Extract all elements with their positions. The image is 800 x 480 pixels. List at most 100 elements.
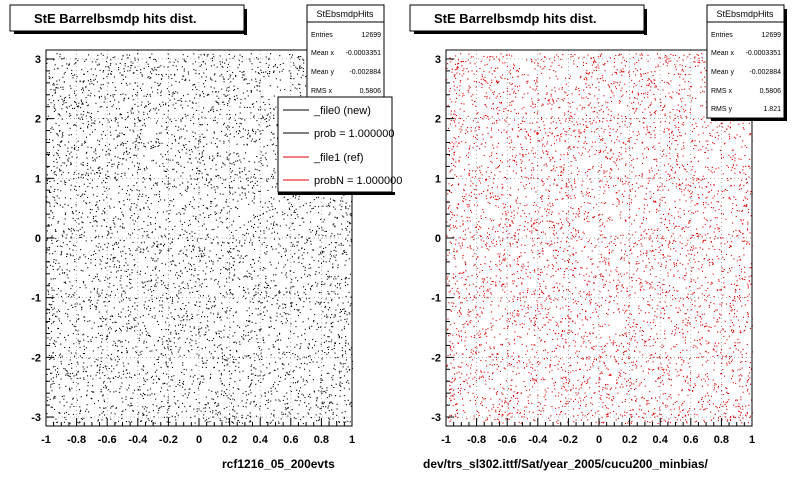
scatter-point	[93, 322, 95, 324]
scatter-point	[266, 400, 268, 402]
scatter-point	[161, 329, 163, 331]
scatter-point	[202, 160, 204, 162]
scatter-point	[131, 203, 133, 205]
scatter-point	[153, 290, 155, 292]
scatter-point	[286, 291, 288, 293]
scatter-point	[257, 308, 259, 310]
scatter-point	[210, 312, 212, 314]
scatter-point	[204, 136, 206, 138]
scatter-point	[88, 274, 90, 276]
scatter-point	[85, 287, 87, 289]
scatter-point	[155, 279, 157, 281]
scatter-point	[219, 177, 221, 179]
scatter-point	[94, 361, 96, 363]
scatter-point	[161, 310, 163, 312]
scatter-point	[212, 313, 214, 315]
scatter-point	[85, 347, 87, 349]
scatter-point	[229, 398, 231, 400]
scatter-point	[246, 106, 248, 108]
scatter-point	[180, 288, 182, 290]
scatter-point	[103, 407, 105, 409]
scatter-point	[148, 280, 150, 282]
scatter-point	[269, 316, 271, 318]
scatter-point	[54, 92, 56, 94]
scatter-point	[334, 225, 336, 227]
scatter-point	[287, 214, 289, 216]
scatter-point	[85, 115, 87, 117]
scatter-point	[226, 406, 228, 408]
scatter-point	[106, 293, 108, 295]
scatter-point	[142, 282, 144, 284]
scatter-point	[101, 268, 103, 270]
scatter-point	[256, 180, 258, 182]
scatter-point	[164, 234, 166, 236]
scatter-point	[206, 307, 208, 309]
scatter-point	[227, 90, 229, 92]
scatter-point	[236, 412, 238, 414]
scatter-point	[263, 71, 265, 73]
scatter-point	[118, 375, 120, 377]
scatter-point	[124, 119, 126, 121]
scatter-point	[226, 388, 228, 390]
scatter-point	[298, 234, 300, 236]
scatter-point	[125, 396, 127, 398]
scatter-point	[164, 199, 166, 201]
scatter-point	[323, 197, 325, 199]
scatter-point	[63, 421, 65, 423]
scatter-point	[110, 271, 112, 273]
scatter-point	[267, 73, 269, 75]
scatter-point	[259, 138, 261, 140]
scatter-point	[66, 256, 68, 258]
scatter-point	[85, 202, 87, 204]
scatter-point	[77, 194, 79, 196]
scatter-point	[264, 314, 266, 316]
scatter-point	[193, 408, 195, 410]
scatter-point	[88, 54, 90, 56]
scatter-point	[272, 383, 274, 385]
scatter-point	[180, 120, 182, 122]
scatter-point	[242, 128, 244, 130]
scatter-point	[299, 298, 301, 300]
scatter-point	[120, 277, 122, 279]
scatter-point	[49, 398, 51, 400]
scatter-point	[191, 206, 193, 208]
scatter-point	[47, 283, 49, 285]
scatter-point	[238, 362, 240, 364]
scatter-point	[263, 230, 265, 232]
scatter-point	[56, 87, 58, 89]
scatter-point	[63, 81, 65, 83]
scatter-point	[118, 101, 120, 103]
scatter-point	[328, 293, 330, 295]
scatter-point	[180, 249, 182, 251]
scatter-point	[128, 168, 130, 170]
scatter-point	[243, 276, 245, 278]
scatter-point	[46, 230, 48, 232]
scatter-point	[74, 148, 76, 150]
scatter-point	[275, 106, 277, 108]
scatter-point	[161, 353, 163, 355]
scatter-point	[175, 186, 177, 188]
scatter-point	[188, 392, 190, 394]
scatter-point	[119, 225, 121, 227]
scatter-point	[236, 350, 238, 352]
scatter-point	[171, 297, 173, 299]
scatter-point	[55, 152, 57, 154]
scatter-point	[144, 281, 146, 283]
scatter-point	[64, 180, 66, 182]
scatter-point	[349, 231, 351, 233]
scatter-point	[99, 372, 101, 374]
scatter-point	[203, 407, 205, 409]
scatter-point	[89, 134, 91, 136]
scatter-point	[185, 148, 187, 150]
scatter-point	[247, 233, 249, 235]
scatter-point	[78, 296, 80, 298]
scatter-point	[301, 217, 303, 219]
scatter-point	[244, 78, 246, 80]
scatter-point	[139, 389, 141, 391]
scatter-point	[77, 140, 79, 142]
scatter-point	[332, 199, 334, 201]
scatter-point	[135, 317, 137, 319]
scatter-point	[339, 383, 341, 385]
scatter-point	[53, 358, 55, 360]
scatter-point	[319, 416, 321, 418]
